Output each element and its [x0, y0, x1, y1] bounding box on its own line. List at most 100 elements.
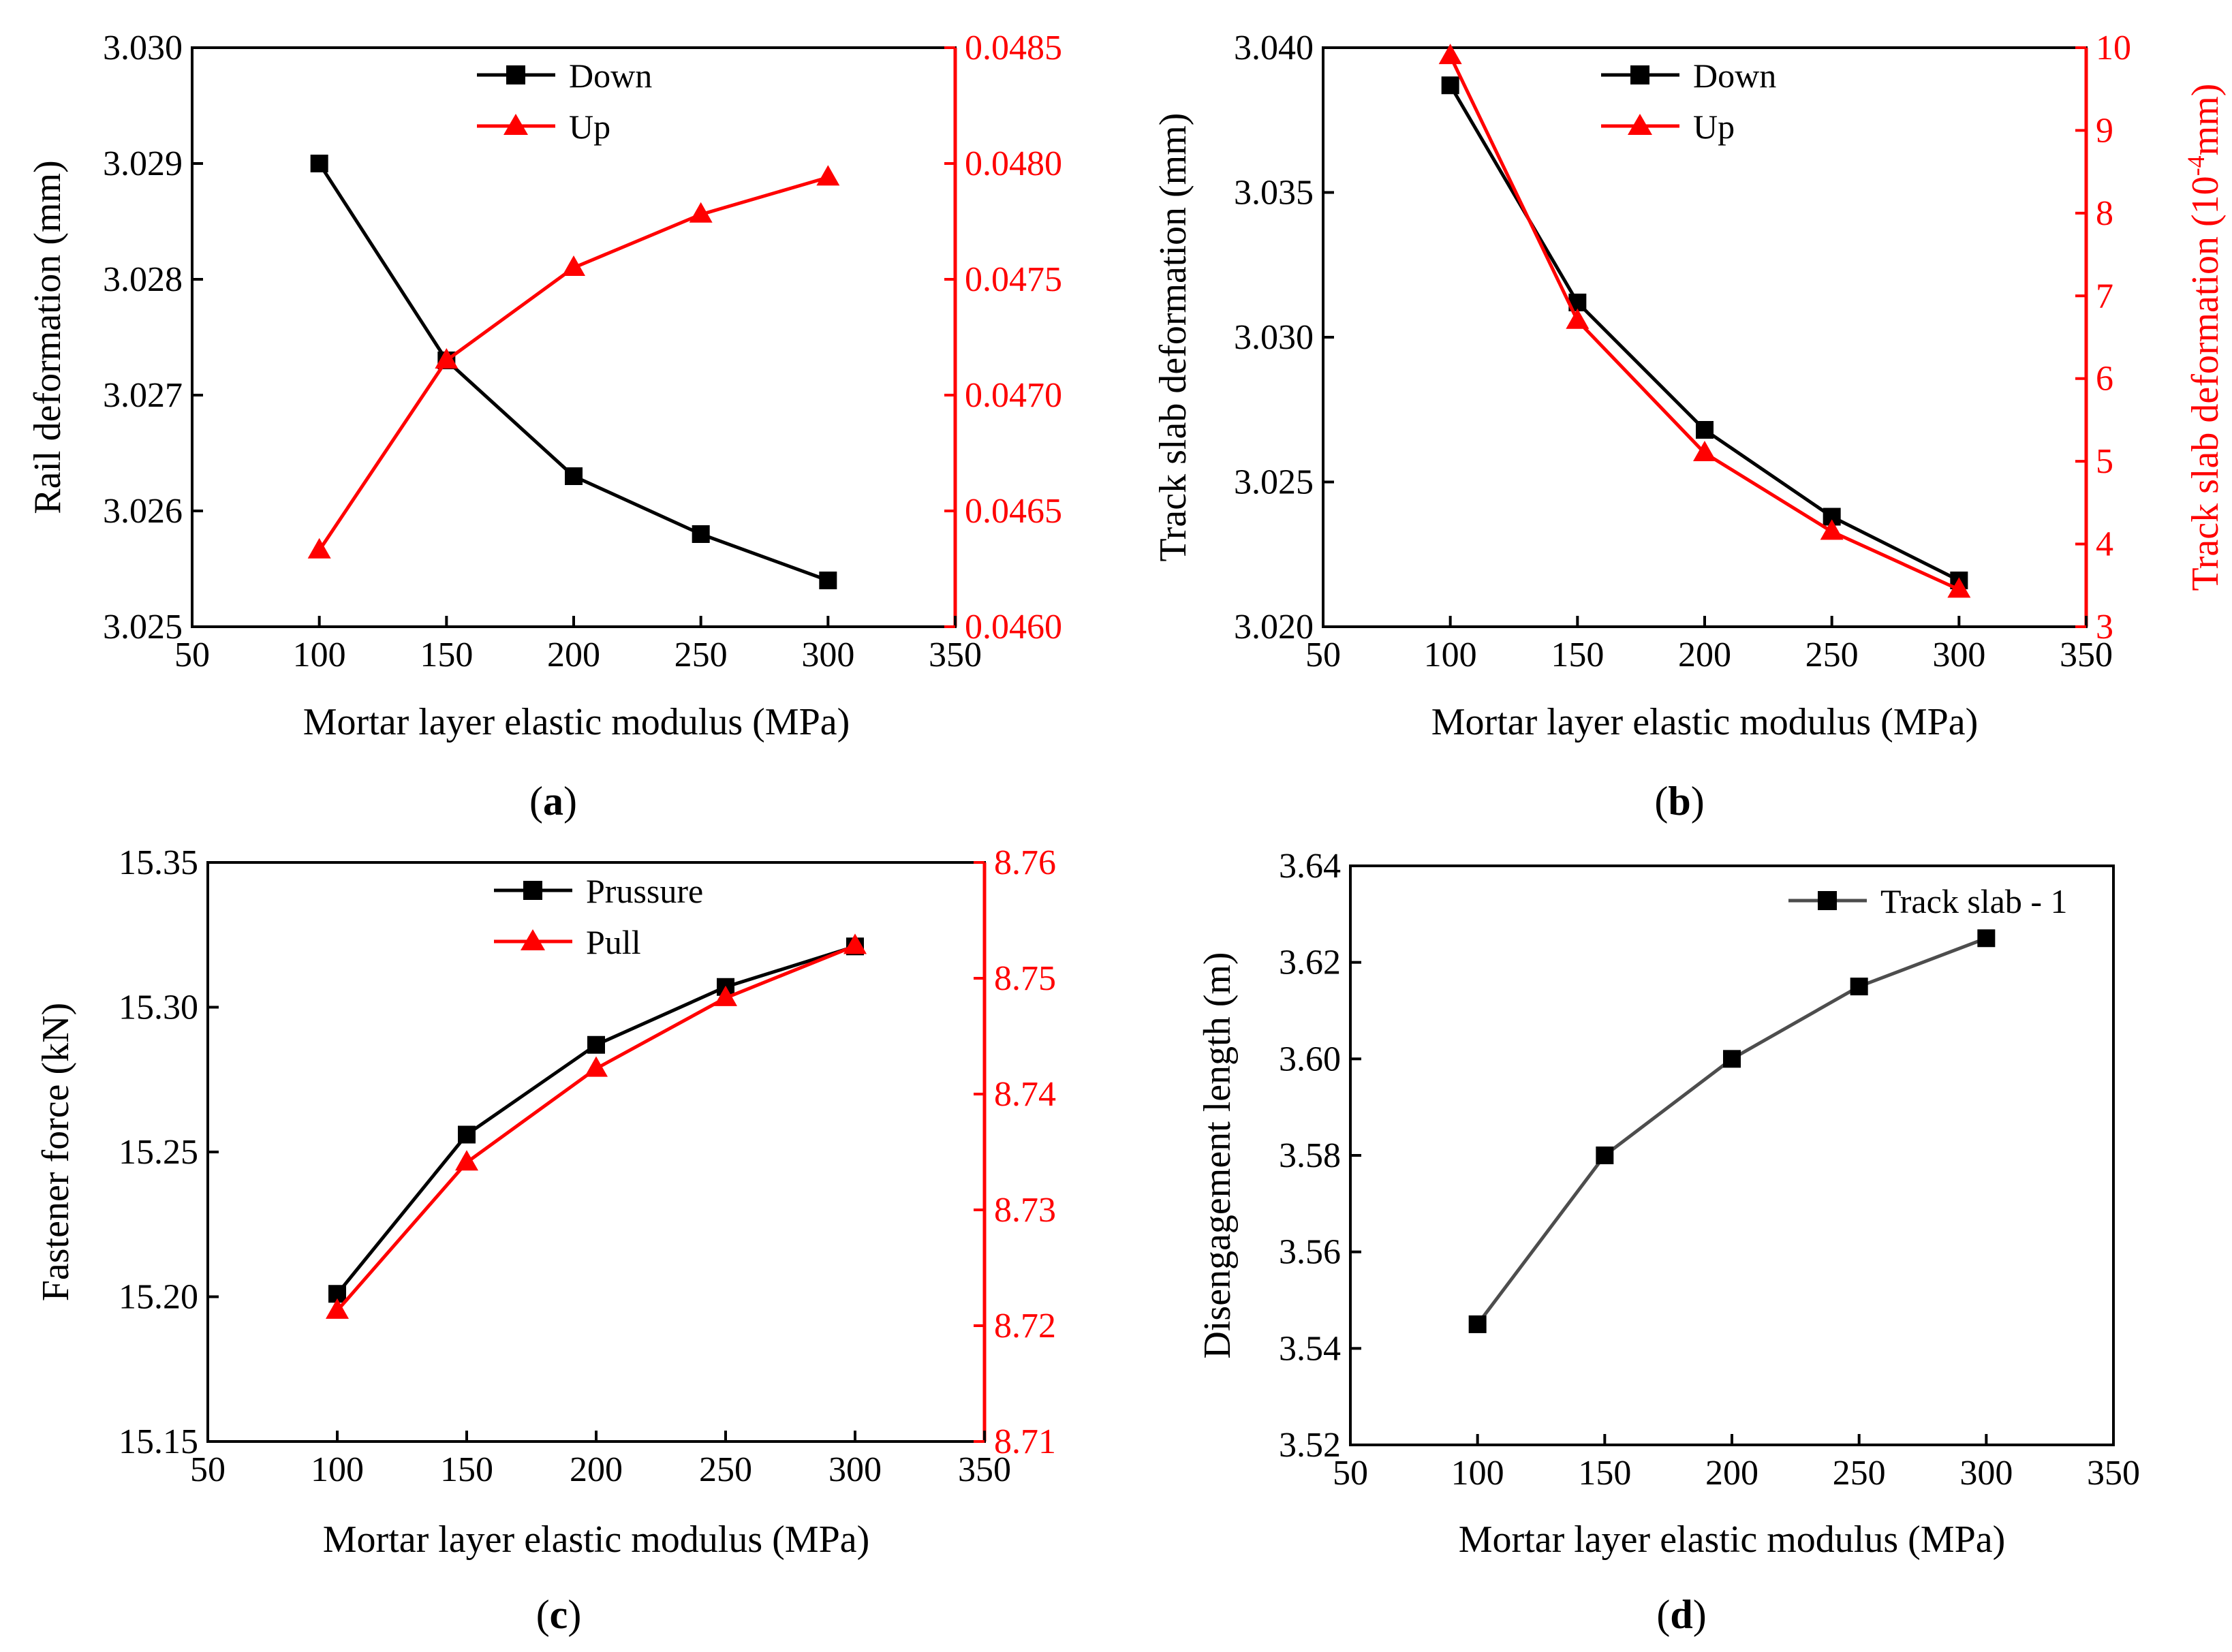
panel-b: 50 100 150 200 250 300 350 3.020 3.025 3.030 3.035…	[1152, 29, 2227, 824]
panel-d-marks	[1468, 929, 1996, 1333]
panel-b-caption: (b)	[1654, 779, 1704, 824]
series-line-down	[317, 162, 829, 582]
y-tick-label: 3.040	[1234, 29, 1314, 67]
legend-label-prussure: Prussure	[586, 872, 703, 910]
x-tick-label: 250	[675, 636, 728, 674]
y2-tick-label: 4	[2096, 525, 2113, 564]
y-tick-label: 3.56	[1279, 1233, 1341, 1272]
panel-b-y2-label: Track slab deformation (10-4mm)	[2182, 84, 2227, 591]
data-point-triangle	[435, 348, 459, 369]
y2-tick-label: 3	[2096, 608, 2113, 646]
data-point-triangle	[307, 537, 331, 559]
series-line-pull	[336, 944, 856, 1312]
y2-tick-label: 8.73	[994, 1191, 1056, 1230]
x-tick-label: 200	[570, 1450, 623, 1489]
y-tick-label: 3.030	[1234, 318, 1314, 357]
data-point-triangle	[689, 202, 713, 223]
data-point-square	[1696, 421, 1714, 439]
x-tick-label: 150	[1578, 1454, 1631, 1493]
legend-square-marker	[1630, 65, 1649, 84]
data-point-triangle	[455, 1150, 478, 1171]
panel-c-y-label: Fastener force (kN)	[35, 1003, 77, 1301]
series-line-prussure	[336, 944, 856, 1295]
x-tick-label: 150	[1551, 636, 1604, 674]
x-tick-label: 350	[929, 636, 982, 674]
panel-d-caption: (d)	[1656, 1592, 1706, 1637]
x-tick-label: 250	[1833, 1454, 1886, 1493]
y-tick-label: 3.58	[1279, 1136, 1341, 1175]
panel-c-x-label: Mortar layer elastic modulus (MPa)	[323, 1518, 869, 1561]
data-point-triangle	[816, 165, 840, 186]
panel-a: 50 100 150 200 250 300 350 3.025 3.026 3.027 3.028…	[27, 29, 1062, 824]
x-tick-label: 200	[1678, 636, 1731, 674]
y2-tick-label: 8	[2096, 194, 2113, 233]
y-tick-label: 15.30	[119, 988, 198, 1027]
series-line-up	[317, 175, 829, 552]
x-tick-label: 200	[547, 636, 600, 674]
y-tick-label: 3.028	[103, 260, 183, 299]
x-tick-label: 350	[2087, 1454, 2140, 1493]
y-tick-label: 3.60	[1279, 1040, 1341, 1078]
x-tick-label: 250	[1805, 636, 1859, 674]
panel-d-legend: Track slab - 1	[1788, 882, 2068, 920]
y2-tick-label: 10	[2096, 29, 2131, 67]
x-tick-label: 200	[1705, 1454, 1758, 1493]
panel-b-y-label: Track slab deformation (mm)	[1152, 113, 1194, 562]
legend-triangle-marker	[503, 114, 528, 135]
x-tick-label: 100	[293, 636, 346, 674]
y2-tick-label: 0.0475	[965, 260, 1062, 299]
y2-tick-label: 9	[2096, 111, 2113, 150]
panel-d: 50 100 150 200 250 300 350 3.52 3.54 3.56 3.58 3.60…	[1196, 847, 2140, 1637]
panel-d-caption-letter: d	[1670, 1592, 1692, 1637]
panel-a-caption-letter: a	[543, 779, 563, 824]
data-point-triangle	[1820, 519, 1844, 540]
panel-b-y2-label-part1: Track slab deformation (10	[2184, 176, 2227, 591]
x-tick-label: 50	[174, 636, 210, 674]
panel-a-legend: Down Up	[477, 57, 652, 146]
data-point-triangle	[1693, 441, 1716, 461]
panel-a-axes: 50 100 150 200 250 300 350 3.025 3.026 3.027 3.028…	[103, 29, 1062, 674]
y2-tick-label: 0.0470	[965, 376, 1062, 415]
data-point-square	[1977, 929, 1996, 948]
panel-c-axes: 50 100 150 200 250 300 350 15.15 15.20 15.25 15.30…	[119, 843, 1056, 1489]
y2-tick-label: 5	[2096, 442, 2113, 481]
data-point-square	[1441, 76, 1459, 95]
y2-tick-label: 8.72	[994, 1307, 1056, 1345]
y2-tick-label: 0.0480	[965, 144, 1062, 183]
y-tick-label: 3.64	[1279, 847, 1341, 886]
data-point-triangle	[1566, 308, 1590, 329]
data-point-triangle	[562, 255, 585, 276]
x-tick-label: 100	[1424, 636, 1477, 674]
y2-tick-label: 8.76	[994, 843, 1056, 882]
panel-c-caption-letter: c	[550, 1592, 568, 1637]
x-tick-label: 50	[190, 1450, 226, 1489]
panel-a-marks	[307, 155, 840, 589]
x-tick-label: 100	[311, 1450, 364, 1489]
x-tick-label: 300	[801, 636, 854, 674]
y-tick-label: 3.035	[1234, 174, 1314, 213]
panel-c-legend: Prussure Pull	[494, 872, 703, 961]
panel-a-y-label: Rail deformation (mm)	[27, 160, 69, 514]
panel-d-plot-frame	[1349, 864, 2115, 1446]
x-tick-label: 300	[1932, 636, 1985, 674]
panel-b-caption-letter: b	[1668, 779, 1690, 824]
y-tick-label: 3.026	[103, 492, 183, 531]
legend-square-marker	[506, 65, 525, 84]
x-tick-label: 100	[1451, 1454, 1504, 1493]
panel-b-axes: 50 100 150 200 250 300 350 3.020 3.025 3.030 3.035…	[1234, 29, 2131, 674]
x-tick-label: 300	[1959, 1454, 2013, 1493]
y2-tick-label: 0.0485	[965, 29, 1062, 67]
y2-tick-label: 0.0460	[965, 608, 1062, 646]
panel-d-y-label: Disengagement length (m)	[1196, 952, 1239, 1358]
x-tick-label: 150	[440, 1450, 493, 1489]
x-tick-label: 150	[420, 636, 473, 674]
y2-tick-label: 0.0465	[965, 492, 1062, 531]
y2-tick-label: 7	[2096, 277, 2113, 315]
data-point-triangle	[714, 985, 737, 1006]
data-point-triangle	[585, 1056, 608, 1077]
x-tick-label: 300	[828, 1450, 882, 1489]
legend-square-marker	[1818, 891, 1837, 910]
legend-triangle-marker	[1628, 114, 1652, 135]
panel-a-caption: (a)	[529, 779, 577, 824]
legend-square-marker	[523, 881, 542, 900]
